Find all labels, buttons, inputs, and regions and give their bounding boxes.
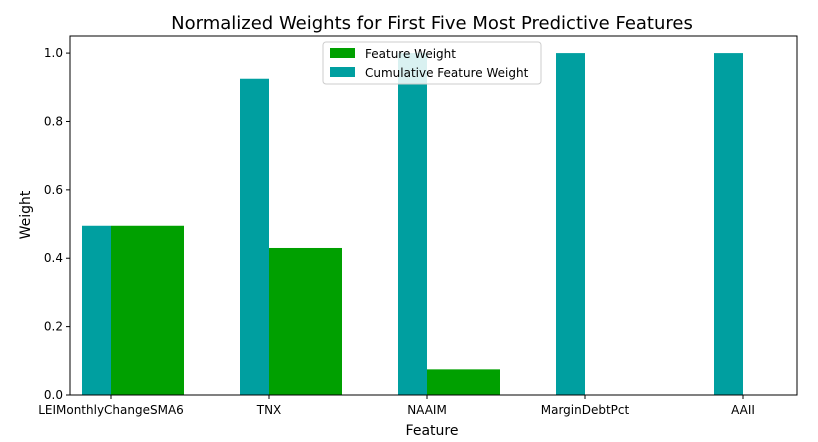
bar-cumulative-4 <box>714 53 743 395</box>
bar-cumulative-0 <box>82 225 111 395</box>
legend-swatch-feature-weight <box>330 48 355 58</box>
bar-feature-1 <box>269 247 342 395</box>
legend-box <box>322 41 542 85</box>
y-axis-label: Weight <box>18 190 34 239</box>
y-tick-label-2: 0.4 <box>44 251 63 265</box>
y-tick-label-3: 0.6 <box>44 183 63 197</box>
bar-cumulative-1 <box>240 78 269 395</box>
x-tick-label-4: AAII <box>731 403 755 417</box>
y-tick-label-4: 0.8 <box>44 114 63 128</box>
legend: Feature Weight Cumulative Feature Weight <box>322 41 542 85</box>
bar-feature-0 <box>111 225 184 395</box>
bars-group <box>82 53 743 395</box>
x-ticks: LEIMonthlyChangeSMA6 TNX NAAIM MarginDebtPc… <box>38 395 755 417</box>
y-ticks: 0.0 0.2 0.4 0.6 0.8 1.0 <box>44 46 70 402</box>
legend-swatch-cumulative-feature-weight <box>330 67 355 77</box>
chart-title: Normalized Weights for First Five Most P… <box>171 13 693 34</box>
bar-cumulative-2 <box>398 53 427 395</box>
y-tick-label-0: 0.0 <box>44 388 63 402</box>
x-tick-label-2: NAAIM <box>407 403 447 417</box>
legend-label-cumulative-feature-weight: Cumulative Feature Weight <box>365 66 529 80</box>
bar-feature-2 <box>427 369 500 395</box>
x-axis-label: Feature <box>406 423 459 439</box>
x-tick-label-3: MarginDebtPct <box>541 403 630 417</box>
legend-label-feature-weight: Feature Weight <box>365 47 456 61</box>
x-tick-label-1: TNX <box>256 403 282 417</box>
bar-cumulative-3 <box>556 53 585 395</box>
y-tick-label-1: 0.2 <box>44 320 63 334</box>
x-tick-label-0: LEIMonthlyChangeSMA6 <box>38 403 184 417</box>
plot-frame <box>69 35 798 396</box>
y-tick-label-5: 1.0 <box>44 46 63 60</box>
